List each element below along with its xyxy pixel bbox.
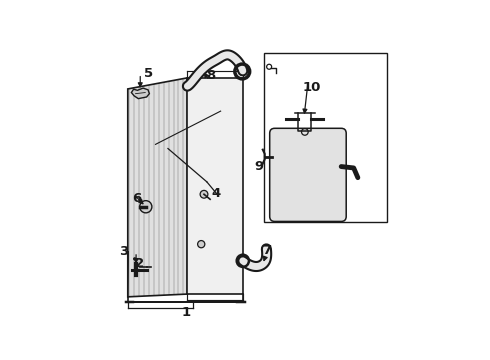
Circle shape xyxy=(140,201,152,213)
Polygon shape xyxy=(131,88,149,99)
Circle shape xyxy=(200,190,208,198)
Text: 7: 7 xyxy=(262,244,271,257)
Text: 9: 9 xyxy=(254,160,264,173)
Text: 8: 8 xyxy=(206,68,216,82)
Text: 6: 6 xyxy=(132,193,142,206)
Circle shape xyxy=(133,257,136,261)
Circle shape xyxy=(197,240,205,248)
Text: 3: 3 xyxy=(120,245,129,258)
Polygon shape xyxy=(128,78,187,297)
Bar xyxy=(264,53,387,222)
Text: 4: 4 xyxy=(212,187,221,200)
Text: 2: 2 xyxy=(135,257,144,270)
Text: 1: 1 xyxy=(181,306,191,319)
Text: 10: 10 xyxy=(303,81,321,94)
FancyBboxPatch shape xyxy=(270,128,346,221)
Polygon shape xyxy=(187,78,243,294)
Text: 5: 5 xyxy=(144,67,153,80)
